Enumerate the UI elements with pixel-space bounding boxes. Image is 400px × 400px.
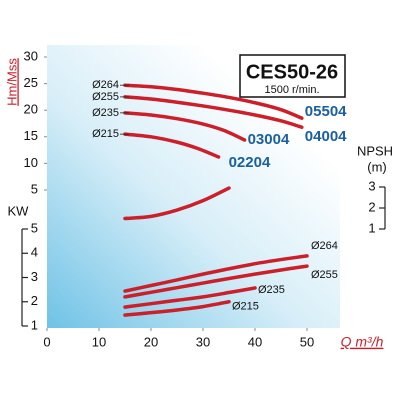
y-tick-label: 20 [24, 102, 38, 117]
curve [123, 300, 231, 317]
curve [123, 83, 304, 120]
y-tick-label: 30 [24, 48, 38, 63]
y-tick-label: 1 [368, 220, 375, 235]
model-code: 04004 [305, 128, 347, 145]
y-tick-label: 10 [24, 155, 38, 170]
curve-name: Ø215 [92, 128, 119, 140]
chart-title: CES50-26 [246, 61, 338, 83]
curve [123, 132, 221, 159]
y-tick-label: 4 [31, 245, 38, 260]
curve [123, 254, 309, 293]
y-tick-label: 15 [24, 128, 38, 143]
x-tick-label: 40 [248, 334, 262, 349]
curve-name: Ø264 [92, 79, 119, 91]
curve-name: Ø235 [258, 284, 285, 296]
curve-name: Ø215 [232, 301, 259, 313]
y-tick-label: 3 [31, 269, 38, 284]
x-tick-label: 50 [300, 334, 314, 349]
curve [123, 286, 257, 309]
y-tick-label: 2 [31, 293, 38, 308]
y-tick-label: 25 [24, 75, 38, 90]
y-tick-label: 5 [31, 181, 38, 196]
title-box [239, 54, 346, 98]
curve [123, 264, 309, 299]
y-tick-label: 3 [368, 178, 375, 193]
y-tick-label: 5 [31, 220, 38, 235]
curve [123, 111, 247, 142]
x-axis-label: Q m³/h [341, 334, 384, 350]
curve-name: Ø255 [311, 269, 338, 281]
kw-axis-label: KW [8, 203, 30, 218]
curve [123, 95, 304, 129]
model-code: 02204 [229, 154, 271, 171]
curve-name: Ø255 [92, 91, 119, 103]
y-tick-label: 2 [368, 199, 375, 214]
npsh-axis-unit: (m) [367, 159, 387, 174]
chart-subtitle: 1500 r/min. [264, 84, 319, 96]
model-code: 05504 [305, 103, 347, 120]
x-tick-label: 10 [92, 334, 106, 349]
model-code: 03004 [248, 131, 290, 148]
x-tick-label: 30 [196, 334, 210, 349]
y-axis-label: Hm/Mss [4, 58, 19, 106]
curve-name: Ø235 [92, 107, 119, 119]
y-tick-label: 1 [31, 317, 38, 332]
x-tick-label: 20 [144, 334, 158, 349]
curve-name: Ø264 [311, 240, 338, 252]
x-tick-label: 0 [43, 334, 50, 349]
npsh-axis-label: NPSH [357, 143, 393, 158]
curve [123, 186, 231, 221]
